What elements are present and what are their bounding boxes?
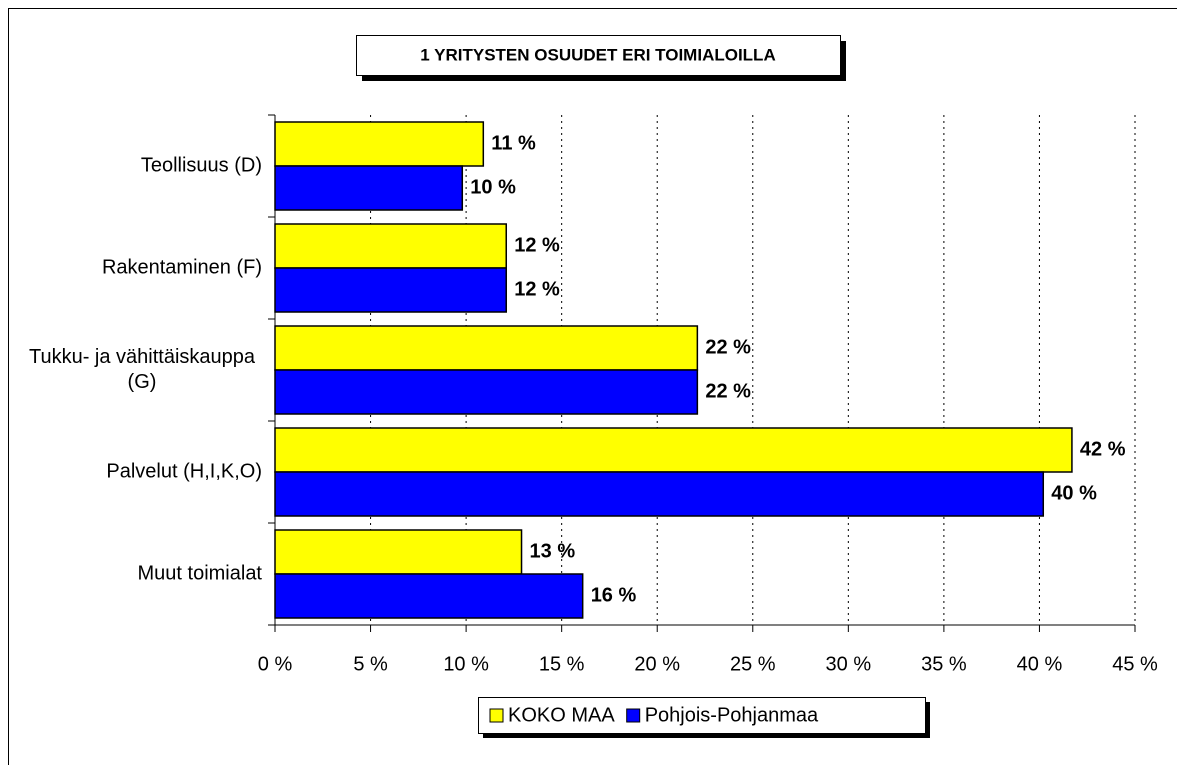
- legend-label: Pohjois-Pohjanmaa: [645, 704, 819, 726]
- data-label: 11 %: [491, 132, 536, 154]
- x-tick-label: 40 %: [1017, 653, 1063, 675]
- x-tick-label: 25 %: [730, 653, 776, 675]
- title-box: [356, 35, 841, 76]
- x-tick-label: 30 %: [826, 653, 872, 675]
- bar: [274, 267, 507, 313]
- y-tick-label: Tukku- ja vähittäiskauppa (G): [28, 346, 256, 393]
- x-tick-label: 45 %: [1112, 653, 1158, 675]
- x-tick-label: 0 %: [258, 653, 293, 675]
- x-tick-label: 20 %: [634, 653, 680, 675]
- bar: [274, 121, 485, 167]
- y-tick-label: Muut toimialat: [137, 562, 263, 585]
- x-tick-label: 15 %: [539, 653, 585, 675]
- legend-marker: [489, 708, 504, 723]
- y-tick-label: Rakentaminen (F): [101, 256, 262, 279]
- data-label: 22 %: [705, 380, 751, 402]
- y-tick-label: Palvelut (H,I,K,O): [106, 460, 262, 483]
- bar: [274, 165, 464, 211]
- x-tick-label: 5 %: [353, 653, 388, 675]
- x-tick-label: 35 %: [921, 653, 967, 675]
- bar: [274, 471, 1045, 517]
- y-tick-label: Teollisuus (D): [140, 154, 262, 177]
- data-label: 16 %: [591, 584, 637, 606]
- data-label: 12 %: [514, 234, 560, 256]
- legend-box: [478, 697, 926, 734]
- legend-marker: [626, 708, 641, 723]
- data-label: 13 %: [530, 540, 576, 562]
- data-label: 40 %: [1051, 482, 1097, 504]
- bar: [274, 223, 507, 269]
- x-tick-label: 10 %: [443, 653, 489, 675]
- chart-title: 1 YRITYSTEN OSUUDET ERI TOIMIALOILLA: [420, 45, 775, 64]
- bar: [274, 427, 1073, 473]
- data-label: 12 %: [514, 278, 560, 300]
- bar: [274, 529, 523, 575]
- data-label: 42 %: [1080, 438, 1126, 460]
- data-label: 22 %: [705, 336, 751, 358]
- data-label: 10 %: [470, 176, 516, 198]
- bar: [274, 325, 699, 371]
- bar: [274, 573, 584, 619]
- legend-label: KOKO MAA: [508, 704, 615, 726]
- bar: [274, 369, 699, 415]
